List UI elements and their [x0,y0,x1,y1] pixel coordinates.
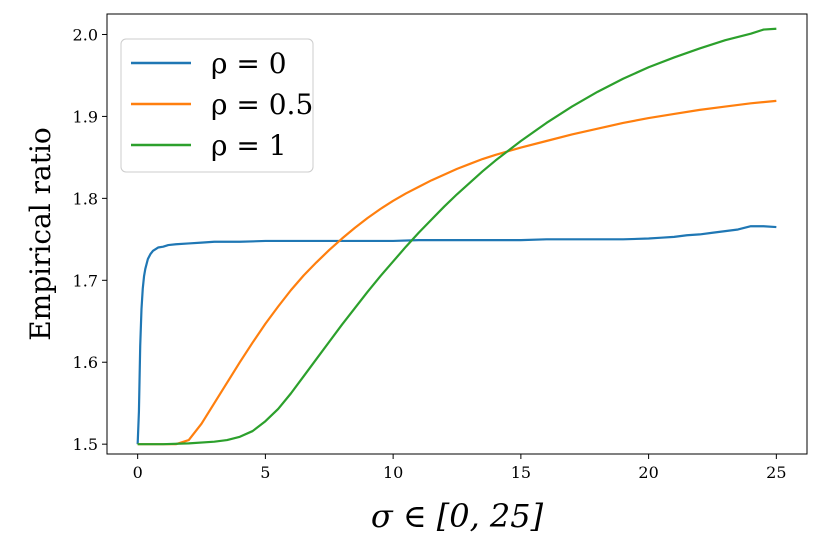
legend-items: ρ = 0 ρ = 0.5 ρ = 1 [131,47,313,162]
x-tick-label: 25 [766,463,786,482]
x-tick-label: 10 [383,463,403,482]
x-tick-label: 5 [260,463,270,482]
legend-box [120,38,314,173]
y-tick-label: 1.9 [73,107,98,126]
x-axis-label: σ ∈ [0, 25] [371,497,544,535]
ticks-layer: 0 5 10 15 20 25 1.5 1.6 1.7 1.8 1.9 2.0 [73,25,787,482]
y-tick-label: 1.7 [73,271,98,290]
lines-layer [136,27,777,446]
y-tick-label: 2.0 [73,25,98,44]
legend-label-0: ρ = 0 [211,47,287,80]
y-tick-label: 1.6 [73,353,98,372]
y-axis-label: Empirical ratio [24,127,57,341]
series-line-1 [137,99,777,446]
y-tick-label: 1.8 [73,189,98,208]
x-tick-label: 20 [638,463,658,482]
legend: ρ = 0 ρ = 0.5 ρ = 1 [120,38,314,173]
y-tick-label: 1.5 [73,435,98,454]
series-line-2 [137,27,777,446]
legend-label-1: ρ = 0.5 [211,88,313,121]
series-line-0 [136,225,777,445]
legend-label-2: ρ = 1 [211,129,287,162]
x-tick-label: 15 [511,463,531,482]
x-tick-label: 0 [133,463,143,482]
plot-frame [106,13,808,455]
